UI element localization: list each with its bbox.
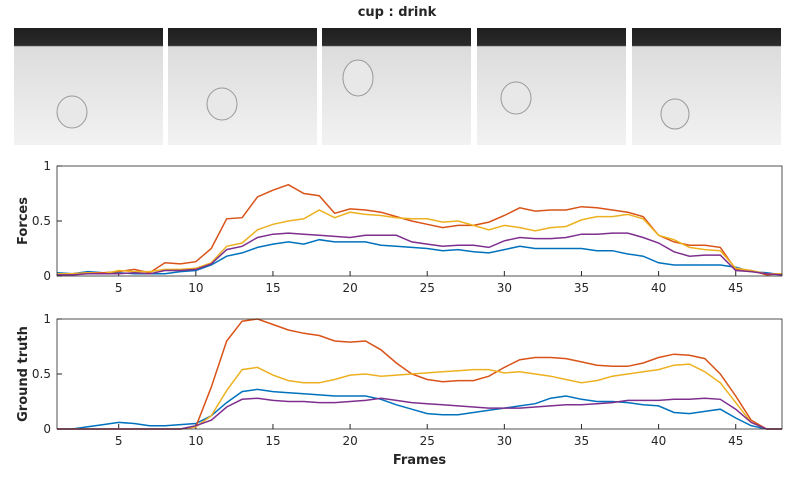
x-tick-label: 5 [115, 434, 123, 448]
x-tick-label: 15 [265, 434, 280, 448]
x-tick-label: 45 [728, 434, 743, 448]
plot-area [57, 166, 782, 276]
x-tick-label: 10 [188, 281, 203, 295]
y-tick-label: 1 [43, 312, 51, 326]
x-tick-label: 35 [574, 434, 589, 448]
data-line [56, 238, 783, 276]
data-line [57, 388, 782, 430]
cup [342, 59, 374, 97]
photo [477, 28, 626, 145]
x-tick-label: 5 [115, 281, 123, 295]
cup [56, 95, 88, 129]
x-axis-label: Frames [393, 453, 447, 468]
x-tick-label: 10 [188, 434, 203, 448]
plot-frame [56, 165, 783, 277]
x-tick-label: 30 [497, 434, 512, 448]
data-line [57, 209, 782, 275]
x-tick-label: 15 [265, 281, 280, 295]
y-tick-label: 0 [43, 269, 51, 283]
photo [14, 28, 163, 145]
plot-frame [56, 318, 783, 430]
y-axis-label: Ground truth [16, 326, 31, 422]
y-tick-label: 0 [43, 422, 51, 436]
x-tick-label: 25 [420, 281, 435, 295]
x-tick-label: 40 [651, 281, 666, 295]
x-tick-label: 30 [497, 281, 512, 295]
data-line [57, 232, 783, 276]
x-tick-label: 20 [342, 281, 357, 295]
y-tick-label: 0.5 [32, 214, 51, 228]
cup [500, 81, 532, 115]
photo [632, 28, 781, 145]
x-tick-label: 45 [728, 281, 743, 295]
x-tick-label: 40 [651, 434, 666, 448]
x-tick-label: 20 [342, 434, 357, 448]
figure-title: cup : drink [358, 5, 437, 20]
x-tick-label: 35 [574, 281, 589, 295]
x-tick-label: 25 [420, 434, 435, 448]
y-axis-label: Forces [16, 197, 31, 245]
cup [206, 87, 238, 121]
cup [660, 98, 690, 130]
y-tick-label: 0.5 [32, 367, 51, 381]
photo-strip [14, 28, 781, 145]
y-tick-label: 1 [43, 159, 51, 173]
photo [168, 28, 317, 145]
